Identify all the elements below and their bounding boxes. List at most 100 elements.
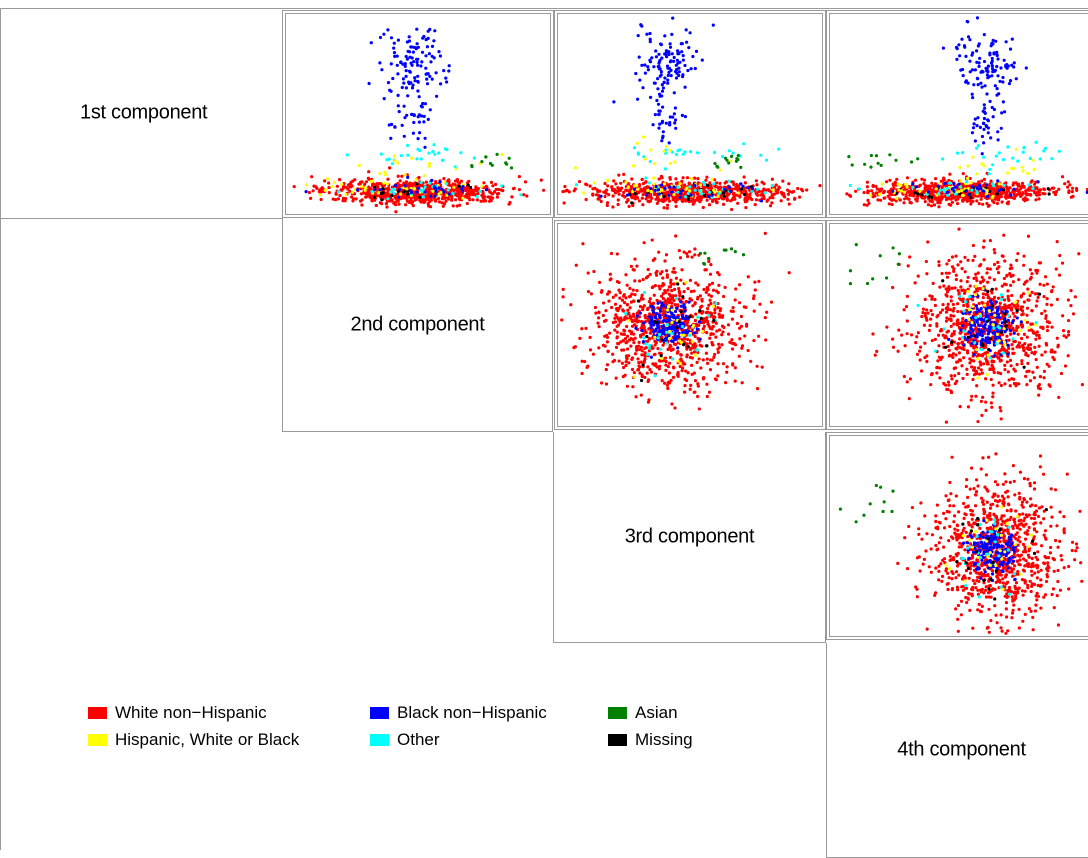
scatter-point <box>957 371 961 376</box>
scatter-point <box>991 182 995 186</box>
scatter-point <box>927 328 931 332</box>
scatter-point <box>973 254 977 259</box>
scatter-point <box>582 191 586 195</box>
scatter-point <box>440 188 444 192</box>
scatter-point <box>648 331 652 335</box>
scatter-point <box>387 157 391 161</box>
scatter-point <box>376 191 380 195</box>
scatter-point <box>666 297 670 301</box>
scatter-point <box>381 191 385 195</box>
scatter-point <box>685 251 689 256</box>
scatter-point <box>936 196 940 201</box>
scatter-point <box>633 352 638 356</box>
scatter-point <box>1037 190 1041 194</box>
scatter-point <box>704 290 708 294</box>
scatter-point <box>437 151 441 155</box>
scatter-point <box>990 316 994 320</box>
scatter-point <box>437 192 441 196</box>
scatter-point <box>691 304 695 308</box>
scatter-point <box>762 182 766 186</box>
scatter-point <box>1037 336 1041 340</box>
scatter-point <box>929 382 933 387</box>
scatter-point <box>1030 309 1034 313</box>
scatter-point <box>359 180 363 184</box>
scatter-point <box>990 405 994 409</box>
scatter-point <box>1029 322 1033 326</box>
scatter-point <box>669 311 673 315</box>
scatter-point <box>969 181 973 185</box>
scatter-point <box>945 316 949 320</box>
scatter-point <box>1006 370 1010 374</box>
scatter-point <box>729 247 734 251</box>
scatter-point <box>632 314 636 319</box>
scatter-point <box>1032 167 1036 172</box>
scatter-point <box>701 321 706 325</box>
scatter-point <box>581 242 585 246</box>
scatter-point <box>959 179 963 183</box>
scatter-point <box>431 189 435 193</box>
scatter-point <box>1015 326 1019 330</box>
scatter-point <box>657 332 662 337</box>
scatter-point <box>997 189 1001 193</box>
scatter-point <box>670 339 674 343</box>
scatter-point <box>422 114 426 118</box>
scatter-point <box>1034 304 1038 308</box>
panel-1-4 <box>826 10 1088 218</box>
scatter-point <box>787 202 791 206</box>
scatter-point <box>668 299 672 304</box>
scatter-point <box>961 74 965 78</box>
scatter-point <box>1021 150 1025 154</box>
scatter-point <box>935 324 939 328</box>
scatter-point <box>632 341 636 345</box>
scatter-point <box>678 191 682 196</box>
scatter-point <box>709 186 713 190</box>
scatter-point <box>412 120 416 125</box>
scatter-point <box>641 86 645 90</box>
scatter-point <box>471 198 475 202</box>
scatter-point <box>1036 180 1040 184</box>
scatter-point <box>484 184 488 188</box>
scatter-point <box>701 358 705 362</box>
scatter-point <box>731 309 735 313</box>
scatter-point <box>947 383 951 387</box>
scatter-point <box>601 313 605 318</box>
scatter-point <box>1001 100 1005 104</box>
scatter-point <box>752 338 756 343</box>
scatter-point <box>930 338 934 343</box>
scatter-point <box>488 199 492 203</box>
scatter-point <box>938 311 943 315</box>
scatter-point <box>670 32 674 36</box>
scatter-point <box>705 198 709 202</box>
scatter-point <box>640 373 644 377</box>
scatter-point <box>444 182 449 186</box>
scatter-point <box>482 181 486 185</box>
scatter-point <box>965 351 970 355</box>
scatter-point <box>730 338 734 342</box>
scatter-point <box>455 193 459 197</box>
scatter-point <box>1012 377 1016 381</box>
scatter-point <box>716 350 720 354</box>
scatter-point <box>664 363 668 367</box>
scatter-point <box>949 197 953 201</box>
scatter-point <box>659 43 663 47</box>
scatter-point <box>434 189 438 193</box>
scatter-point <box>1020 359 1024 363</box>
scatter-point <box>418 195 422 199</box>
scatter-point <box>674 63 678 67</box>
scatter-point <box>668 315 672 320</box>
scatter-point <box>1037 193 1042 197</box>
scatter-point <box>643 354 647 358</box>
scatter-point <box>364 180 368 184</box>
scatter-point <box>562 201 566 205</box>
scatter-point <box>648 31 652 36</box>
scatter-point <box>949 317 953 321</box>
scatter-point <box>360 185 364 189</box>
scatter-point <box>396 93 400 97</box>
scatter-point <box>641 203 645 207</box>
scatter-plot-2-3 <box>560 231 791 411</box>
scatter-point <box>905 185 909 189</box>
scatter-point <box>690 339 694 344</box>
scatter-point <box>1045 302 1049 307</box>
scatter-point <box>1011 196 1015 200</box>
scatter-point <box>999 126 1003 130</box>
